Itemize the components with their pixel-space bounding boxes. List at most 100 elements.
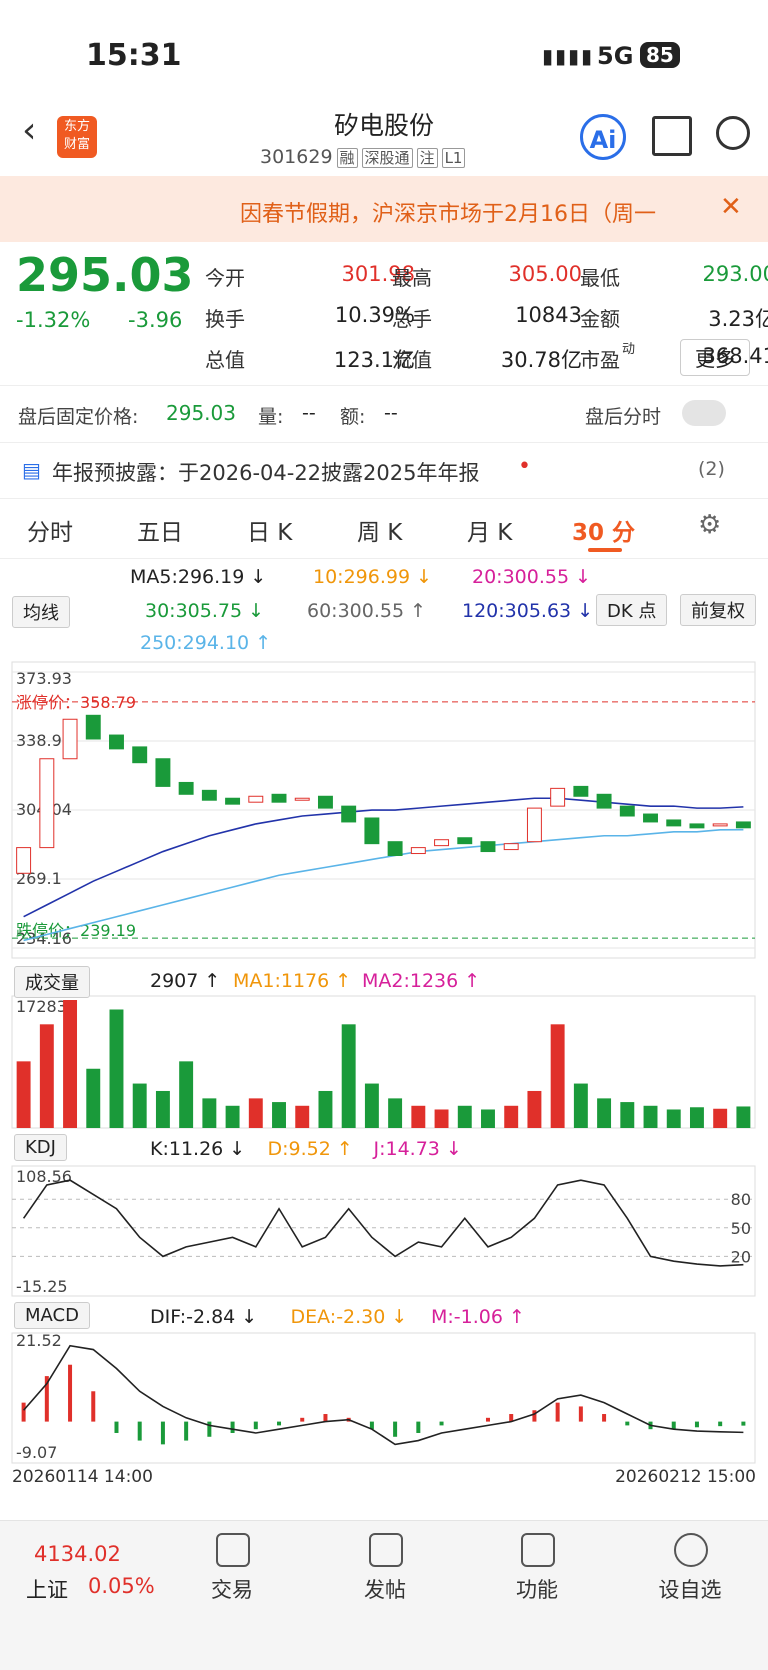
stock-title: 矽电股份: [333, 111, 434, 140]
k-line: [22, 1179, 744, 1267]
candle: [619, 805, 635, 817]
more-button[interactable]: 更多: [680, 339, 750, 376]
tab[interactable]: 30 分: [572, 520, 636, 546]
macd-bar: [184, 1421, 189, 1441]
after-hours-price: 295.03: [166, 401, 236, 425]
nav-icon: [369, 1533, 403, 1567]
macd-bar: [393, 1421, 398, 1437]
indicator-legend-item: D:9.52 ↑: [267, 1138, 353, 1160]
limit-up-value: 358.79: [80, 693, 136, 712]
volume-bar: [179, 1061, 194, 1128]
candle: [735, 821, 751, 829]
candle: [643, 813, 658, 823]
volume-bar: [457, 1105, 472, 1128]
volume-bar: [86, 1068, 101, 1128]
ma-legend-item: MA5:296.19 ↓: [130, 566, 267, 588]
macd-bar: [44, 1376, 49, 1422]
share-button[interactable]: [652, 116, 692, 156]
settings-button[interactable]: ⚙: [698, 510, 722, 540]
indicator-legend-item: MA2:1236 ↑: [362, 970, 481, 992]
limit-down-label: 跌停价：239.19: [16, 921, 136, 940]
macd-bar: [137, 1421, 142, 1441]
nav-label[interactable]: 功能: [516, 1578, 558, 1602]
ma-legend-item: 20:300.55 ↓: [472, 566, 592, 588]
nav-icon: [521, 1533, 555, 1567]
ma-legend-item: 10:296.99 ↓: [313, 566, 433, 588]
y-tick-label: 338.98: [16, 731, 72, 750]
tab[interactable]: 日 K: [247, 520, 293, 546]
volume-bar: [39, 1024, 54, 1128]
macd-selector[interactable]: MACD: [14, 1302, 90, 1329]
nav-icon: [674, 1533, 708, 1567]
limit-down-label-text: 跌停价：: [16, 921, 80, 940]
divider: [0, 498, 768, 499]
macd-bar: [68, 1364, 73, 1422]
tab[interactable]: 月 K: [467, 520, 513, 546]
ma-selector[interactable]: 均线: [12, 596, 70, 628]
candle: [503, 843, 519, 851]
field-sup: 动: [622, 342, 636, 357]
field-label: 总手: [392, 307, 432, 331]
volume-bar: [318, 1090, 333, 1128]
candle: [666, 819, 682, 827]
charts: 373.93338.98304.04269.1234.16涨停价：358.79跌…: [11, 661, 756, 1464]
divider: [0, 442, 768, 443]
ma-legend-item: 120:305.63 ↓: [462, 600, 594, 622]
tab[interactable]: 五日: [137, 520, 183, 546]
nav-label[interactable]: 发帖: [364, 1578, 406, 1602]
notice-icon: ▤: [22, 458, 41, 482]
volume-bar: [248, 1098, 263, 1128]
vol-label: 量:: [258, 406, 284, 428]
indicator-legend-item: M:-1.06 ↑: [431, 1306, 525, 1328]
macd-bar: [602, 1414, 607, 1422]
field-label: 最高: [392, 266, 432, 290]
ma120-line: [23, 797, 744, 918]
volume-bar: [109, 1009, 124, 1128]
candle: [62, 718, 78, 760]
y-limit-label: -15.25: [16, 1277, 68, 1296]
nav-label[interactable]: 设自选: [658, 1578, 722, 1602]
volume-selector[interactable]: 成交量: [14, 966, 90, 998]
candle: [39, 758, 55, 849]
toggle[interactable]: [682, 400, 726, 426]
search-button[interactable]: [716, 116, 750, 150]
tab[interactable]: 分时: [27, 520, 73, 546]
ai-button[interactable]: Ai: [580, 114, 626, 160]
kdj-selector[interactable]: KDJ: [14, 1134, 67, 1161]
volume-bar: [16, 1061, 31, 1128]
volume-bar: [132, 1083, 147, 1128]
y-limit-label: 108.56: [16, 1167, 72, 1186]
adjust-button[interactable]: 前复权: [680, 594, 756, 626]
banner: [0, 176, 768, 242]
panel-frame: [11, 1332, 756, 1464]
volume-bar: [643, 1105, 658, 1128]
limit-up-label-text: 涨停价：: [16, 693, 80, 712]
volume-bar: [364, 1083, 379, 1128]
candle: [364, 817, 380, 845]
vol: --: [302, 402, 316, 424]
candle: [434, 839, 450, 847]
field-value: 10.39%: [334, 303, 415, 327]
dk-button[interactable]: DK 点: [596, 594, 668, 626]
candle: [317, 795, 333, 809]
field-label: 流值: [392, 348, 432, 372]
banner-close[interactable]: ✕: [720, 192, 742, 222]
volume-bar: [550, 1024, 565, 1128]
indicator-legend-item: DIF:-2.84 ↓: [150, 1306, 258, 1328]
field-label: 换手: [205, 307, 245, 331]
macd-bar: [532, 1410, 537, 1422]
nav-label[interactable]: 交易: [211, 1578, 253, 1602]
back-button[interactable]: ‹: [22, 110, 37, 151]
battery: 85: [640, 42, 680, 68]
limit-up-label: 涨停价：358.79: [16, 693, 136, 712]
volume-bar: [388, 1098, 403, 1128]
tab[interactable]: 周 K: [357, 520, 403, 546]
field-label: 最低: [580, 266, 620, 290]
volume-bar: [63, 1000, 78, 1128]
macd-bar: [694, 1421, 699, 1428]
indicator-legend-item: DEA:-2.30 ↓: [290, 1306, 408, 1328]
candle: [85, 714, 101, 740]
macd-bar: [485, 1417, 490, 1422]
notice-dot: •: [518, 454, 531, 479]
candle: [596, 793, 612, 809]
